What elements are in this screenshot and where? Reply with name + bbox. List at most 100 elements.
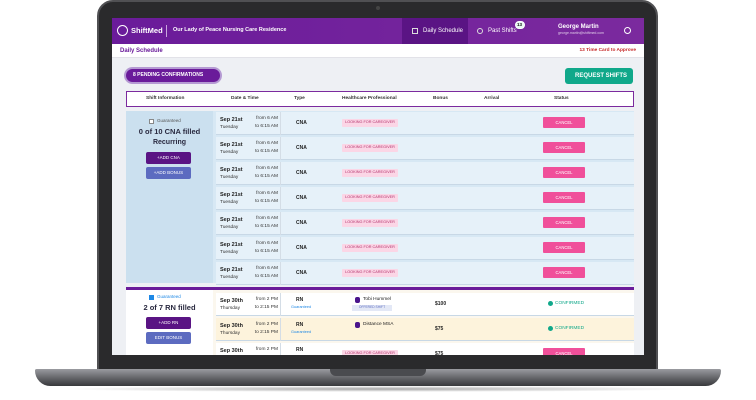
cell-divider	[280, 318, 281, 341]
shift-to: to 6:15 AM	[255, 224, 278, 229]
shift-type: CNA	[296, 170, 307, 176]
shift-day: Tuesday	[220, 200, 239, 205]
cancel-button[interactable]	[543, 217, 585, 228]
laptop-base	[35, 369, 721, 386]
shift-date: Sep 30th	[220, 298, 243, 304]
professional-name: Tobi Hummel	[363, 297, 391, 302]
cell-divider	[280, 137, 281, 160]
confirmed-status: CONFIRMED	[555, 326, 585, 331]
shift-to: to 6:15 AM	[255, 249, 278, 254]
bonus: $100	[435, 301, 447, 307]
shift-row	[216, 137, 634, 160]
confirmed-dot	[548, 301, 553, 306]
nav-icon	[412, 28, 418, 34]
shift-row	[216, 237, 634, 260]
recurring-label: Recurring	[152, 139, 187, 146]
nav-daily[interactable]: Daily Schedule	[423, 28, 464, 34]
cell-divider	[280, 343, 281, 355]
cancel-button[interactable]	[543, 167, 585, 178]
shift-from: from 6 AM	[256, 266, 278, 271]
status-chip	[342, 194, 398, 202]
cancel-label: CANCEL	[555, 270, 573, 275]
power-icon	[624, 27, 631, 34]
request-button[interactable]	[565, 68, 633, 84]
professional-name: Distance MSA	[363, 322, 394, 327]
group-button[interactable]	[146, 167, 191, 179]
shift-row	[216, 162, 634, 185]
bonus: $75	[435, 326, 444, 332]
cancel-label: CANCEL	[555, 195, 573, 200]
shift-type: CNA	[296, 195, 307, 201]
group-top-bar	[126, 287, 634, 290]
user-email: george.martin@shiftmed.com	[558, 31, 604, 35]
column-header: Date & Time	[231, 96, 259, 101]
professional-status: LOOKING FOR CAREGIVER	[345, 120, 395, 124]
badge	[515, 21, 525, 29]
shift-to: to 6:15 AM	[255, 274, 278, 279]
column-header: Bonus	[433, 96, 448, 101]
time-card-notice: 13 Time Card to Approve	[579, 48, 636, 53]
type-tag: Guaranteed	[291, 330, 312, 334]
shift-from: from 2 PM	[255, 322, 278, 327]
shift-day: Thursday	[220, 331, 240, 336]
shift-date: Sep 21st	[220, 117, 243, 123]
shift-to: to 6:15 AM	[255, 174, 278, 179]
shift-day: Tuesday	[220, 250, 239, 255]
shift-day: Thursday	[220, 306, 240, 311]
shift-type: RN	[296, 322, 304, 328]
professional-tag: OFFERED SHIFT	[358, 305, 386, 309]
guarantee-label: Guaranteed	[157, 294, 181, 299]
shift-to: to 6:15 AM	[255, 149, 278, 154]
shift-from: from 2 PM	[255, 297, 278, 302]
group-button[interactable]	[146, 317, 191, 329]
confirmed-dot	[548, 326, 553, 331]
cancel-label: CANCEL	[555, 220, 573, 225]
nav-icon	[477, 28, 483, 34]
group-button[interactable]	[146, 332, 191, 344]
cancel-label: CANCEL	[555, 120, 573, 125]
shift-from: from 6 AM	[256, 241, 278, 246]
professional-status: LOOKING FOR CAREGIVER	[345, 220, 395, 224]
shift-date: Sep 21st	[220, 267, 243, 273]
shift-from: from 2 PM	[255, 347, 278, 352]
professional-status: LOOKING FOR CAREGIVER	[345, 170, 395, 174]
cancel-button[interactable]	[543, 348, 585, 355]
camera	[376, 6, 380, 10]
table-header	[126, 91, 634, 107]
status-chip	[342, 350, 398, 355]
cancel-button[interactable]	[543, 142, 585, 153]
status-chip	[342, 269, 398, 277]
cancel-label: CANCEL	[555, 245, 573, 250]
column-header: Status	[554, 96, 569, 101]
shift-type: CNA	[296, 145, 307, 151]
shift-row	[216, 187, 634, 210]
group-button[interactable]	[146, 152, 191, 164]
group-button-label: +ADD RN	[158, 320, 179, 325]
cancel-label: CANCEL	[555, 351, 573, 355]
status-chip	[342, 119, 398, 127]
cell-divider	[280, 293, 281, 316]
cancel-button[interactable]	[543, 242, 585, 253]
shift-from: from 6 AM	[256, 141, 278, 146]
group-button-label: +ADD BONUS	[153, 170, 184, 175]
confirmed-status: CONFIRMED	[555, 301, 585, 306]
shift-type: RN	[296, 347, 304, 353]
shift-row	[216, 212, 634, 235]
pending-button[interactable]	[124, 67, 222, 84]
nav-past[interactable]: Past Shifts	[488, 28, 517, 34]
cancel-button[interactable]	[543, 117, 585, 128]
cell-divider	[280, 162, 281, 185]
screen: ShiftMed Our Lady of Peace Nursing Care R…	[112, 18, 644, 355]
badge-count: 13	[517, 22, 523, 27]
status-chip	[342, 169, 398, 177]
cancel-button[interactable]	[543, 267, 585, 278]
column-header: Shift Information	[146, 96, 185, 101]
shift-from: from 6 AM	[256, 116, 278, 121]
column-header: Type	[294, 96, 305, 101]
cancel-button[interactable]	[543, 192, 585, 203]
shift-day: Tuesday	[220, 175, 239, 180]
divider	[166, 25, 167, 37]
cell-divider	[280, 262, 281, 285]
shift-date: Sep 21st	[220, 242, 243, 248]
shadow	[60, 386, 696, 392]
